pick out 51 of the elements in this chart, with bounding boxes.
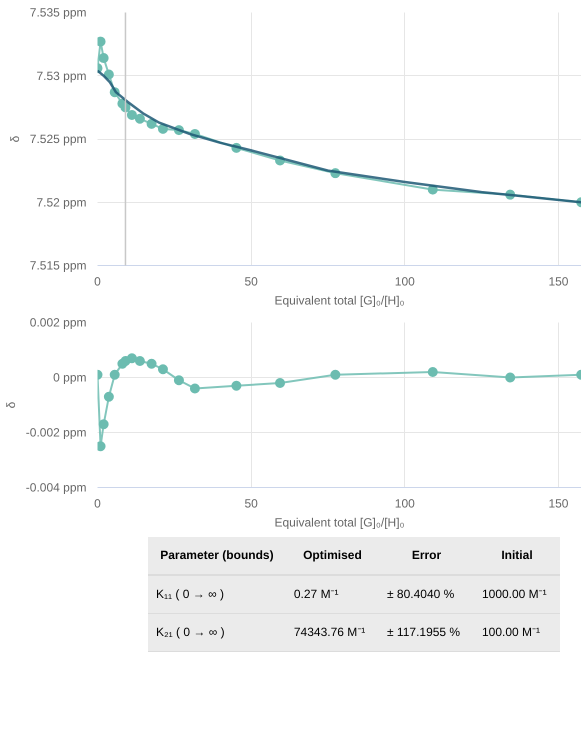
text: K₁₁ ( 0 → ∞ ) (156, 587, 224, 602)
text: 0.27 M⁻¹ (294, 587, 339, 602)
y-tick-label: 0.002 ppm (30, 316, 87, 330)
y-tick-label: 7.515 ppm (30, 258, 87, 272)
x-axis-title: Equivalent total [G]₀/[H]₀ (274, 516, 405, 530)
point (174, 375, 184, 386)
point (126, 110, 137, 120)
point (146, 118, 157, 129)
point (231, 380, 242, 391)
x-tick-label: 150 (548, 274, 569, 288)
point (134, 114, 145, 124)
text: 100.00 M⁻¹ (482, 625, 540, 640)
text: ± 117.1955 % (387, 625, 460, 640)
point (146, 358, 157, 369)
x-tick-label: 100 (394, 496, 416, 510)
text: 1000.00 M⁻¹ (482, 587, 547, 602)
y-tick-label: 0 ppm (53, 370, 87, 384)
text: 74343.76 M⁻¹ (294, 625, 366, 640)
category-label: Optimised (302, 547, 363, 564)
category-label: Parameter (bounds) (159, 547, 275, 564)
x-tick-label: 150 (548, 496, 569, 510)
x-tick-label: 0 (94, 274, 102, 288)
y-tick-label: 7.535 ppm (30, 6, 87, 20)
point (190, 384, 200, 394)
x-tick-label: 50 (244, 496, 258, 510)
category-label: Error (410, 547, 442, 564)
point (134, 356, 145, 366)
x-tick-label: 100 (394, 274, 416, 288)
point (110, 370, 120, 380)
x-axis-title: Equivalent total [G]₀/[H]₀ (274, 294, 405, 308)
point (275, 378, 286, 388)
point (330, 370, 340, 380)
y-tick-label: 7.525 ppm (30, 132, 87, 146)
point (126, 353, 137, 364)
point (98, 419, 109, 430)
category-label: Initial (500, 547, 534, 564)
text: K₂₁ ( 0 → ∞ ) (156, 625, 225, 640)
text: ± 80.4040 % (387, 587, 454, 602)
x-tick-label: 0 (94, 496, 102, 510)
y-tick-label: 7.53 ppm (36, 68, 87, 83)
y-tick-label: 7.52 ppm (36, 195, 87, 210)
x-tick-label: 50 (244, 274, 258, 288)
y-tick-label: -0.002 ppm (26, 426, 87, 440)
point (158, 364, 168, 374)
y-tick-label: -0.004 ppm (26, 480, 87, 494)
y-axis-title: δ (8, 135, 22, 142)
point (104, 392, 114, 402)
point (505, 372, 516, 382)
y-axis-title: δ (4, 401, 18, 408)
point (428, 367, 438, 377)
point (98, 53, 109, 64)
